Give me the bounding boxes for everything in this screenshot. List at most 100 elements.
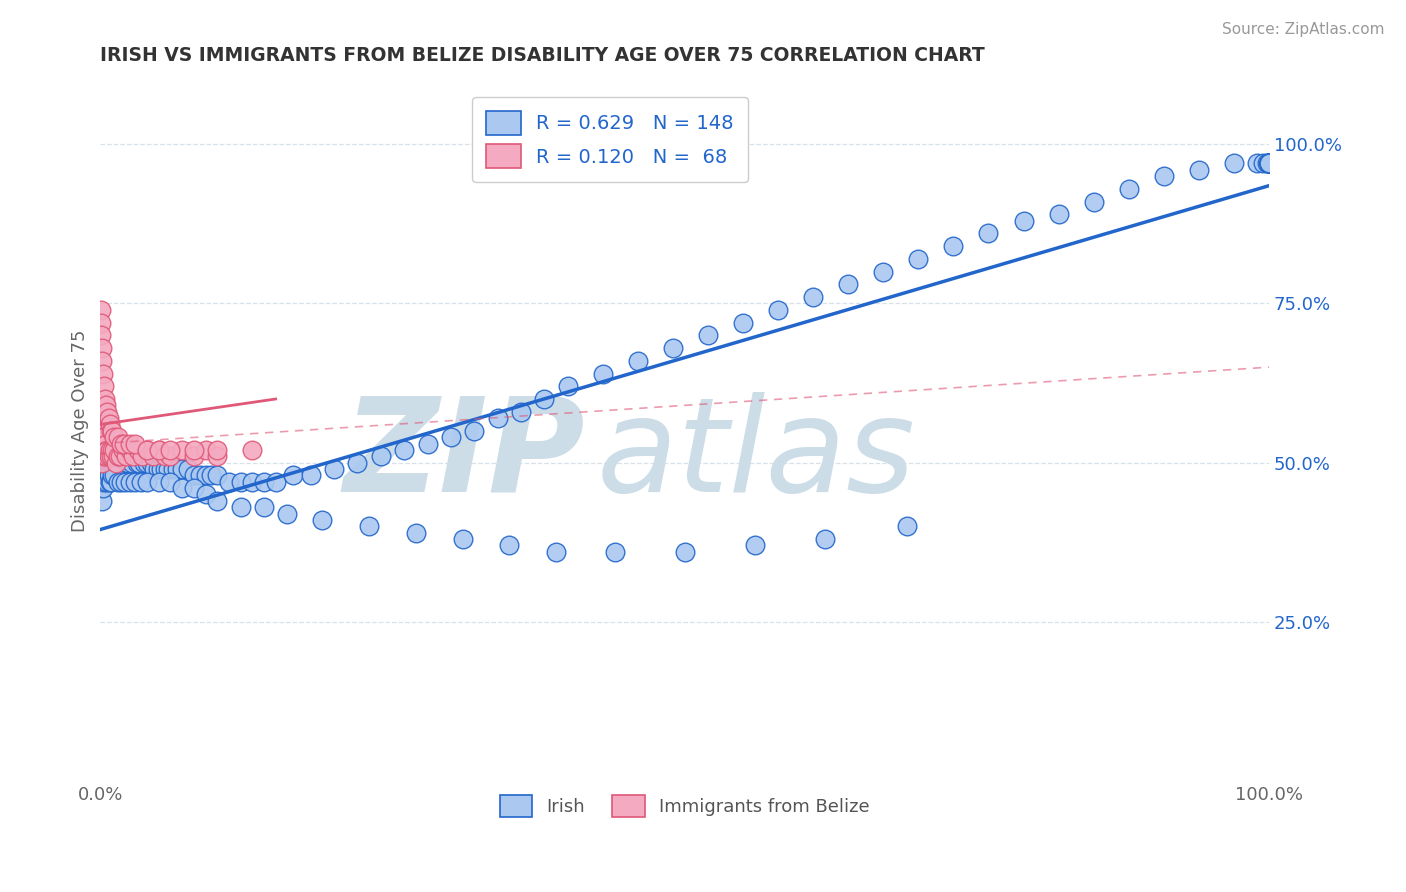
Point: [370, 450, 392, 464]
Text: Source: ZipAtlas.com: Source: ZipAtlas.com: [1222, 22, 1385, 37]
Point: [121, 456, 143, 470]
Point: [1047, 207, 1070, 221]
Point: [90, 442, 112, 457]
Point: [91, 468, 114, 483]
Point: [153, 450, 176, 464]
Point: [463, 424, 485, 438]
Point: [110, 450, 132, 464]
Point: [136, 442, 159, 457]
Point: [117, 456, 139, 470]
Point: [1258, 156, 1281, 170]
Point: [139, 456, 162, 470]
Point: [942, 239, 965, 253]
Point: [311, 513, 333, 527]
Point: [96, 398, 118, 412]
Point: [129, 475, 152, 489]
Point: [90, 430, 112, 444]
Point: [177, 462, 200, 476]
Legend: Irish, Immigrants from Belize: Irish, Immigrants from Belize: [492, 788, 877, 824]
Point: [907, 252, 929, 266]
Point: [143, 462, 166, 476]
Point: [1258, 156, 1281, 170]
Point: [98, 475, 121, 489]
Point: [96, 468, 118, 483]
Point: [96, 436, 118, 450]
Point: [90, 302, 112, 317]
Point: [104, 456, 127, 470]
Point: [194, 442, 217, 457]
Point: [105, 450, 128, 464]
Point: [97, 450, 120, 464]
Point: [108, 450, 131, 464]
Point: [1188, 162, 1211, 177]
Point: [93, 430, 115, 444]
Point: [90, 456, 112, 470]
Point: [896, 519, 918, 533]
Point: [90, 494, 112, 508]
Point: [276, 507, 298, 521]
Point: [159, 475, 181, 489]
Point: [91, 442, 114, 457]
Point: [801, 290, 824, 304]
Point: [96, 450, 118, 464]
Point: [1153, 169, 1175, 183]
Point: [148, 475, 170, 489]
Point: [744, 538, 766, 552]
Point: [118, 450, 141, 464]
Point: [229, 500, 252, 515]
Point: [132, 456, 155, 470]
Point: [405, 525, 427, 540]
Point: [1258, 156, 1281, 170]
Point: [188, 468, 211, 483]
Point: [157, 462, 180, 476]
Point: [107, 456, 129, 470]
Point: [110, 442, 132, 457]
Point: [299, 468, 322, 483]
Point: [1258, 156, 1281, 170]
Point: [1258, 156, 1281, 170]
Point: [111, 450, 134, 464]
Point: [183, 468, 205, 483]
Point: [97, 456, 120, 470]
Point: [603, 545, 626, 559]
Point: [100, 450, 122, 464]
Point: [91, 481, 114, 495]
Point: [114, 475, 136, 489]
Point: [118, 442, 141, 457]
Point: [122, 450, 145, 464]
Point: [90, 442, 112, 457]
Point: [129, 450, 152, 464]
Point: [103, 468, 125, 483]
Point: [115, 450, 138, 464]
Point: [101, 462, 124, 476]
Point: [103, 450, 125, 464]
Point: [103, 442, 125, 457]
Point: [218, 475, 240, 489]
Point: [98, 442, 121, 457]
Point: [124, 475, 146, 489]
Point: [323, 462, 346, 476]
Point: [148, 442, 170, 457]
Point: [1258, 156, 1281, 170]
Point: [837, 277, 859, 292]
Point: [90, 341, 112, 355]
Point: [673, 545, 696, 559]
Point: [98, 450, 121, 464]
Point: [183, 442, 205, 457]
Point: [112, 436, 135, 450]
Point: [162, 462, 184, 476]
Point: [1258, 156, 1281, 170]
Point: [111, 442, 134, 457]
Point: [1246, 156, 1268, 170]
Point: [766, 302, 789, 317]
Point: [253, 475, 276, 489]
Text: IRISH VS IMMIGRANTS FROM BELIZE DISABILITY AGE OVER 75 CORRELATION CHART: IRISH VS IMMIGRANTS FROM BELIZE DISABILI…: [100, 46, 986, 65]
Point: [118, 436, 141, 450]
Point: [1258, 156, 1281, 170]
Text: ZIP: ZIP: [343, 392, 585, 519]
Point: [90, 353, 112, 368]
Point: [1083, 194, 1105, 209]
Point: [1258, 156, 1281, 170]
Point: [546, 545, 568, 559]
Point: [101, 442, 124, 457]
